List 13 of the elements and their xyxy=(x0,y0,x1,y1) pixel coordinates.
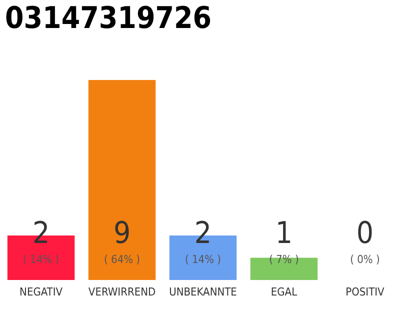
annotation: ( 0% ) xyxy=(350,253,380,266)
annotation: ( 64% ) xyxy=(104,253,140,266)
x-tick-label: EGAL xyxy=(270,286,298,298)
x-tick-label: UNBEKANNTE xyxy=(169,286,237,298)
annotation: ( 14% ) xyxy=(184,253,222,266)
x-tick-label: POSITIV xyxy=(346,286,385,298)
data-label: 1 xyxy=(275,216,293,251)
x-tick-label: VERWIRREND xyxy=(88,286,156,298)
chart-title: 03147319726 xyxy=(5,1,212,36)
data-label: 0 xyxy=(356,216,374,251)
data-label: 9 xyxy=(113,216,131,251)
annotation: ( 14% ) xyxy=(23,253,60,266)
x-tick-label: NEGATIV xyxy=(20,286,63,298)
